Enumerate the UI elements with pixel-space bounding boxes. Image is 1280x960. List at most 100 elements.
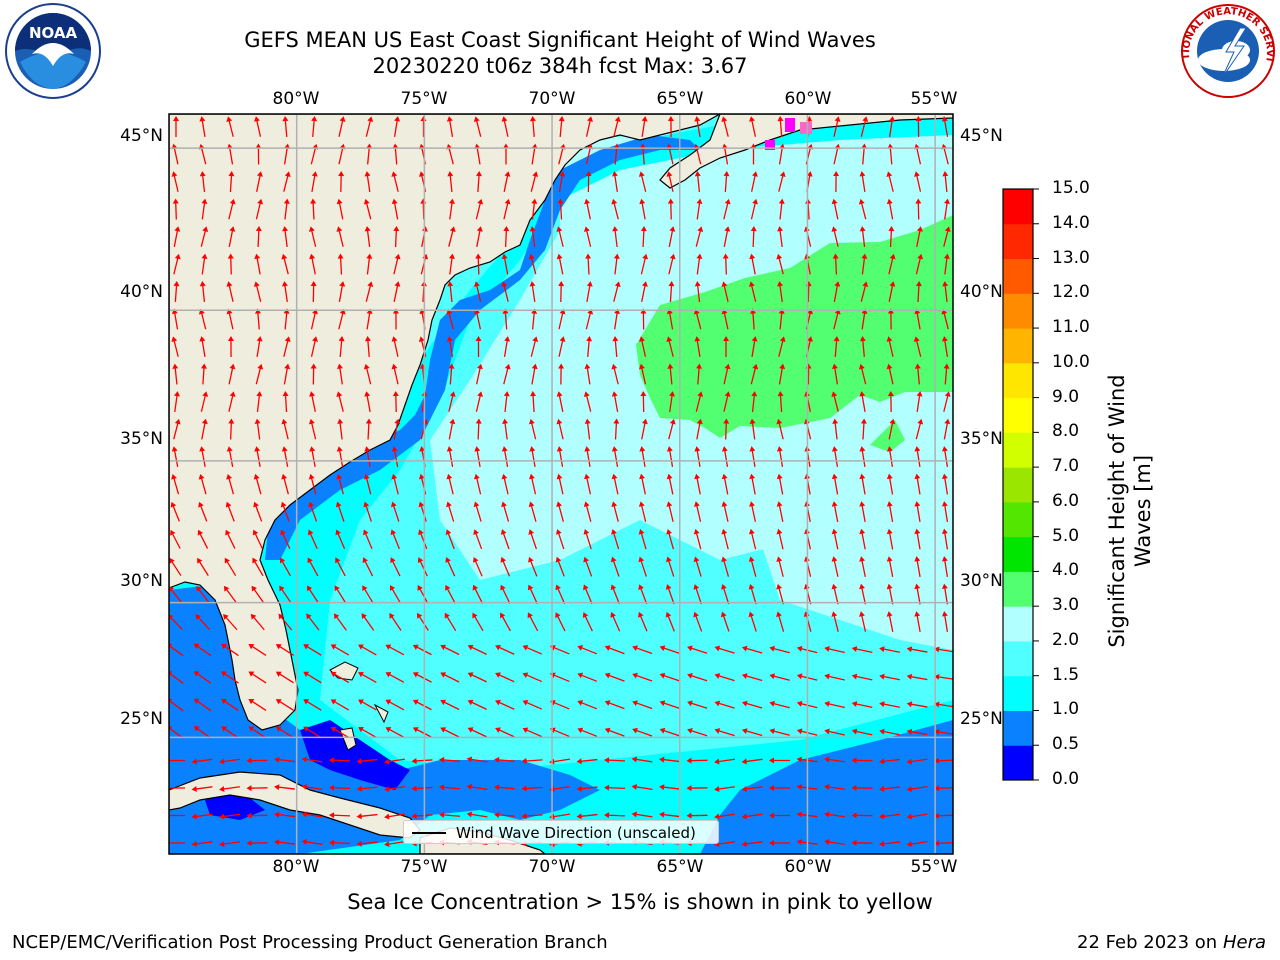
wave-direction-arrow <box>576 785 598 792</box>
wave-direction-arrow <box>446 336 454 357</box>
wave-direction-arrow <box>198 501 208 522</box>
wave-direction-arrow <box>301 811 323 818</box>
wave-direction-arrow <box>914 446 921 467</box>
wave-direction-arrow <box>693 584 702 605</box>
wave-direction-arrow <box>886 198 894 220</box>
wave-direction-arrow <box>831 528 839 550</box>
wave-direction-arrow <box>384 840 405 848</box>
wave-direction-arrow <box>255 363 264 385</box>
wave-direction-arrow <box>741 673 763 682</box>
wave-direction-arrow <box>256 391 263 413</box>
wave-direction-arrow <box>604 645 625 655</box>
wave-direction-arrow <box>632 645 653 655</box>
wave-direction-arrow <box>254 446 261 467</box>
wave-direction-arrow <box>750 171 758 192</box>
wave-direction-arrow <box>221 643 239 657</box>
wave-direction-arrow <box>639 446 646 467</box>
wave-direction-arrow <box>604 727 625 737</box>
wave-direction-arrow <box>440 644 460 656</box>
wave-direction-arrow <box>225 529 236 549</box>
wave-direction-arrow <box>858 363 867 385</box>
wave-direction-arrow <box>393 226 400 248</box>
wave-direction-arrow <box>556 391 564 412</box>
wave-direction-arrow <box>640 226 647 248</box>
wave-direction-arrow <box>365 281 374 302</box>
wave-direction-arrow <box>667 116 674 138</box>
wave-direction-arrow <box>750 363 759 385</box>
wave-direction-arrow <box>879 646 900 653</box>
wave-direction-arrow <box>749 446 756 467</box>
wave-direction-arrow <box>851 646 873 653</box>
wave-direction-arrow <box>831 501 839 522</box>
wave-direction-arrow <box>254 116 262 137</box>
wave-direction-arrow <box>555 584 566 605</box>
wave-direction-arrow <box>356 758 378 765</box>
wave-direction-arrow <box>796 645 818 654</box>
wave-direction-arrow <box>280 501 290 522</box>
wave-direction-arrow <box>557 198 564 220</box>
wave-direction-arrow <box>336 363 343 385</box>
nws-logo: NATIONAL WEATHER SERVICE <box>1178 2 1275 98</box>
wave-direction-arrow <box>445 529 455 550</box>
wave-direction-arrow <box>336 198 344 220</box>
colorbar-tick-label: 4.0 <box>1052 560 1080 581</box>
wave-direction-arrow <box>308 501 318 522</box>
wave-direction-arrow <box>361 613 375 631</box>
wave-direction-arrow <box>363 501 372 522</box>
wave-direction-arrow <box>329 839 351 846</box>
wave-direction-arrow <box>228 198 236 220</box>
wave-direction-arrow <box>720 611 730 632</box>
wave-direction-arrow <box>224 557 237 577</box>
wave-direction-arrow <box>444 612 457 632</box>
wave-direction-arrow <box>529 281 536 303</box>
wave-direction-arrow <box>528 418 537 440</box>
wave-direction-arrow <box>446 473 454 495</box>
lon-label-bottom: 70°W <box>528 857 576 877</box>
wave-direction-arrow <box>723 336 730 358</box>
wave-direction-arrow <box>686 757 708 764</box>
wave-direction-arrow <box>555 556 565 577</box>
wave-direction-arrow <box>640 308 647 330</box>
wave-direction-arrow <box>778 308 785 330</box>
wave-direction-arrow <box>693 611 703 632</box>
wave-direction-arrow <box>915 281 922 303</box>
wave-direction-arrow <box>358 726 377 738</box>
wave-direction-arrow <box>769 673 790 681</box>
wave-direction-arrow <box>199 446 206 467</box>
wave-direction-arrow <box>472 556 483 577</box>
wave-direction-arrow <box>686 785 708 792</box>
wave-direction-arrow <box>329 812 351 819</box>
wave-direction-arrow <box>886 336 894 357</box>
wave-direction-arrow <box>934 673 953 680</box>
wave-direction-arrow <box>522 644 543 655</box>
wave-direction-arrow <box>558 363 565 385</box>
colorbar-title: Significant Height of Wind Waves [m] <box>1105 374 1155 648</box>
wave-direction-arrow <box>721 473 729 495</box>
wave-direction-arrow <box>521 785 543 792</box>
wave-direction-arrow <box>886 171 894 192</box>
wave-direction-arrow <box>447 281 454 303</box>
wave-direction-arrow <box>741 645 763 654</box>
wave-direction-arrow <box>501 253 509 275</box>
wave-direction-arrow <box>851 757 873 764</box>
lon-label-bottom: 65°W <box>656 857 704 877</box>
wave-direction-arrow <box>475 391 484 412</box>
wave-direction-arrow <box>556 226 564 247</box>
wave-direction-arrow <box>531 308 538 330</box>
footer-date: 22 Feb 2023 on Hera <box>1077 932 1266 953</box>
wave-direction-arrow <box>521 812 543 819</box>
wave-direction-arrow <box>859 336 866 358</box>
wave-direction-arrow <box>248 726 267 739</box>
wave-direction-arrow <box>879 813 901 820</box>
colorbar-segment <box>1003 397 1033 433</box>
wave-direction-arrow <box>501 446 509 467</box>
wave-direction-arrow <box>888 281 896 302</box>
wave-direction-arrow <box>831 446 839 467</box>
wave-direction-arrow <box>364 171 371 192</box>
wave-direction-arrow <box>528 556 538 577</box>
wave-direction-arrow <box>330 644 350 656</box>
wave-direction-arrow <box>412 727 432 738</box>
colorbar-segment <box>1003 362 1033 399</box>
wave-direction-arrow <box>303 671 322 684</box>
wave-direction-arrow <box>521 757 543 764</box>
